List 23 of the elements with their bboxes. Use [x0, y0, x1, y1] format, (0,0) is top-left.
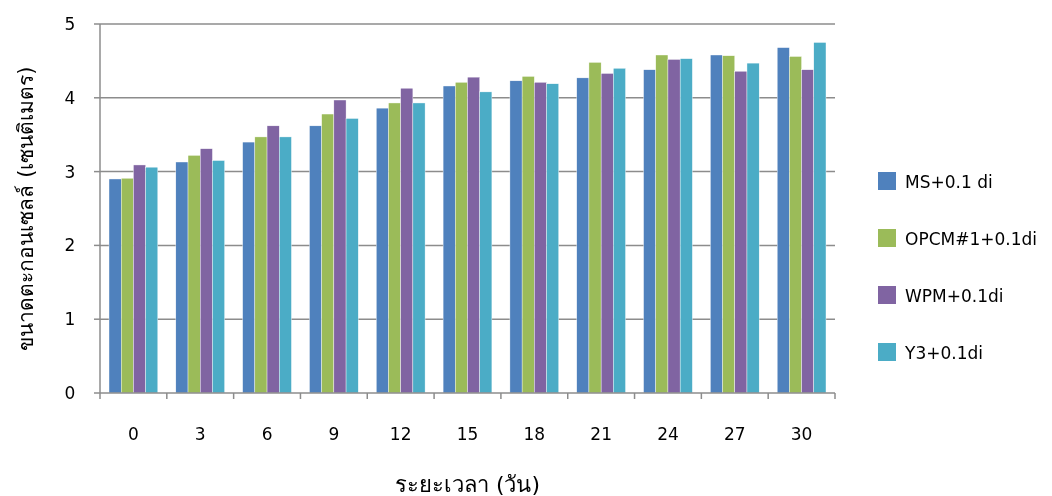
legend-label: MS+0.1 di — [905, 172, 993, 192]
xtick: 6 — [261, 424, 273, 444]
xtick: 0 — [128, 424, 139, 444]
xlabel: ระยะเวลา (วัน) — [394, 472, 541, 496]
xtick: 12 — [389, 424, 412, 444]
ytick: 3 — [64, 161, 76, 182]
ytick: 2 — [64, 235, 76, 256]
xtick: 24 — [657, 424, 679, 444]
ytick: 0 — [64, 383, 76, 403]
xtick: 18 — [523, 424, 546, 444]
legend-label: Y3+0.1di — [905, 343, 983, 363]
xtick: 21 — [590, 424, 612, 444]
ytick: 5 — [64, 14, 76, 34]
legend-label: WPM+0.1di — [905, 286, 1004, 306]
ytick: 1 — [64, 309, 76, 330]
ylabel: ขนาดตะกอนเซลล์ (เซนติเมตร) — [14, 66, 38, 351]
xtick: 9 — [328, 424, 340, 444]
xtick: 15 — [456, 424, 479, 444]
xtick: 3 — [194, 424, 206, 444]
ytick: 4 — [64, 87, 76, 108]
xtick: 27 — [723, 424, 746, 444]
legend-label: OPCM#1+0.1di — [905, 229, 1038, 249]
xtick: 30 — [790, 424, 813, 444]
